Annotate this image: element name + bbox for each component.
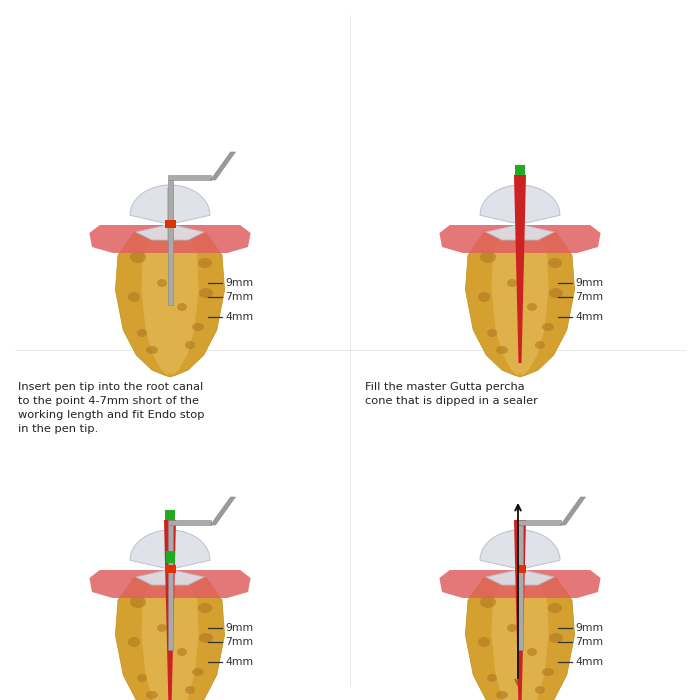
Polygon shape: [466, 233, 575, 377]
Polygon shape: [440, 570, 601, 598]
Text: 4mm: 4mm: [575, 312, 603, 322]
Polygon shape: [116, 578, 225, 700]
Ellipse shape: [128, 637, 140, 647]
Text: 4mm: 4mm: [225, 312, 253, 322]
Ellipse shape: [137, 674, 147, 682]
Text: 7mm: 7mm: [225, 292, 253, 302]
Ellipse shape: [192, 323, 204, 331]
Ellipse shape: [548, 258, 562, 268]
Text: 9mm: 9mm: [225, 278, 253, 288]
Polygon shape: [141, 233, 199, 375]
Polygon shape: [130, 530, 210, 585]
Bar: [517, 520, 561, 525]
Ellipse shape: [130, 596, 146, 608]
Ellipse shape: [496, 691, 508, 699]
Ellipse shape: [478, 292, 490, 302]
Bar: [167, 520, 211, 525]
Bar: [517, 188, 524, 240]
Ellipse shape: [137, 329, 147, 337]
Ellipse shape: [527, 648, 537, 656]
Ellipse shape: [535, 686, 545, 694]
Polygon shape: [491, 578, 549, 700]
Bar: [167, 188, 174, 240]
Ellipse shape: [496, 346, 508, 354]
Polygon shape: [514, 175, 526, 363]
Ellipse shape: [146, 691, 158, 699]
Ellipse shape: [548, 603, 562, 613]
Polygon shape: [130, 185, 210, 240]
Ellipse shape: [549, 633, 563, 643]
Bar: [165, 551, 174, 563]
Ellipse shape: [177, 648, 187, 656]
Text: 4mm: 4mm: [225, 657, 253, 667]
Ellipse shape: [480, 251, 496, 263]
Ellipse shape: [157, 279, 167, 287]
Ellipse shape: [480, 596, 496, 608]
Ellipse shape: [185, 686, 195, 694]
Ellipse shape: [198, 603, 212, 613]
Polygon shape: [466, 578, 575, 700]
Bar: [167, 525, 172, 650]
Bar: [167, 180, 172, 305]
Ellipse shape: [478, 637, 490, 647]
Ellipse shape: [146, 346, 158, 354]
Ellipse shape: [199, 633, 213, 643]
Bar: [165, 510, 175, 520]
Ellipse shape: [542, 323, 554, 331]
Bar: [164, 565, 176, 573]
Ellipse shape: [128, 292, 140, 302]
Polygon shape: [116, 233, 225, 377]
Text: Insert pen tip into the root canal
to the point 4-7mm short of the
working lengt: Insert pen tip into the root canal to th…: [18, 382, 204, 434]
Text: 9mm: 9mm: [575, 278, 603, 288]
Text: 9mm: 9mm: [575, 623, 603, 633]
Polygon shape: [211, 152, 235, 180]
Bar: [167, 175, 211, 180]
Ellipse shape: [198, 258, 212, 268]
Ellipse shape: [157, 624, 167, 632]
Bar: [164, 220, 176, 228]
Ellipse shape: [527, 303, 537, 311]
Ellipse shape: [507, 624, 517, 632]
Ellipse shape: [535, 341, 545, 349]
Bar: [515, 165, 525, 175]
Text: 7mm: 7mm: [575, 292, 603, 302]
Ellipse shape: [487, 329, 497, 337]
Polygon shape: [491, 233, 549, 375]
Text: Fill the master Gutta percha
cone that is dipped in a sealer: Fill the master Gutta percha cone that i…: [365, 382, 538, 406]
Text: 7mm: 7mm: [225, 637, 253, 647]
Text: 9mm: 9mm: [225, 623, 253, 633]
Polygon shape: [90, 570, 251, 598]
Ellipse shape: [192, 668, 204, 676]
Bar: [167, 533, 174, 585]
Polygon shape: [141, 578, 199, 700]
Ellipse shape: [549, 288, 563, 298]
Ellipse shape: [130, 251, 146, 263]
Ellipse shape: [185, 341, 195, 349]
Polygon shape: [164, 520, 176, 700]
Text: 4mm: 4mm: [575, 657, 603, 667]
Polygon shape: [561, 497, 585, 525]
Polygon shape: [480, 530, 560, 585]
Bar: [517, 525, 522, 650]
Polygon shape: [440, 225, 601, 253]
Polygon shape: [90, 225, 251, 253]
Polygon shape: [211, 497, 235, 525]
Bar: [517, 533, 524, 585]
Ellipse shape: [507, 279, 517, 287]
Ellipse shape: [542, 668, 554, 676]
Ellipse shape: [199, 288, 213, 298]
Text: 7mm: 7mm: [575, 637, 603, 647]
Polygon shape: [514, 520, 526, 700]
Ellipse shape: [487, 674, 497, 682]
Polygon shape: [480, 185, 560, 240]
Ellipse shape: [177, 303, 187, 311]
Bar: [514, 565, 526, 573]
